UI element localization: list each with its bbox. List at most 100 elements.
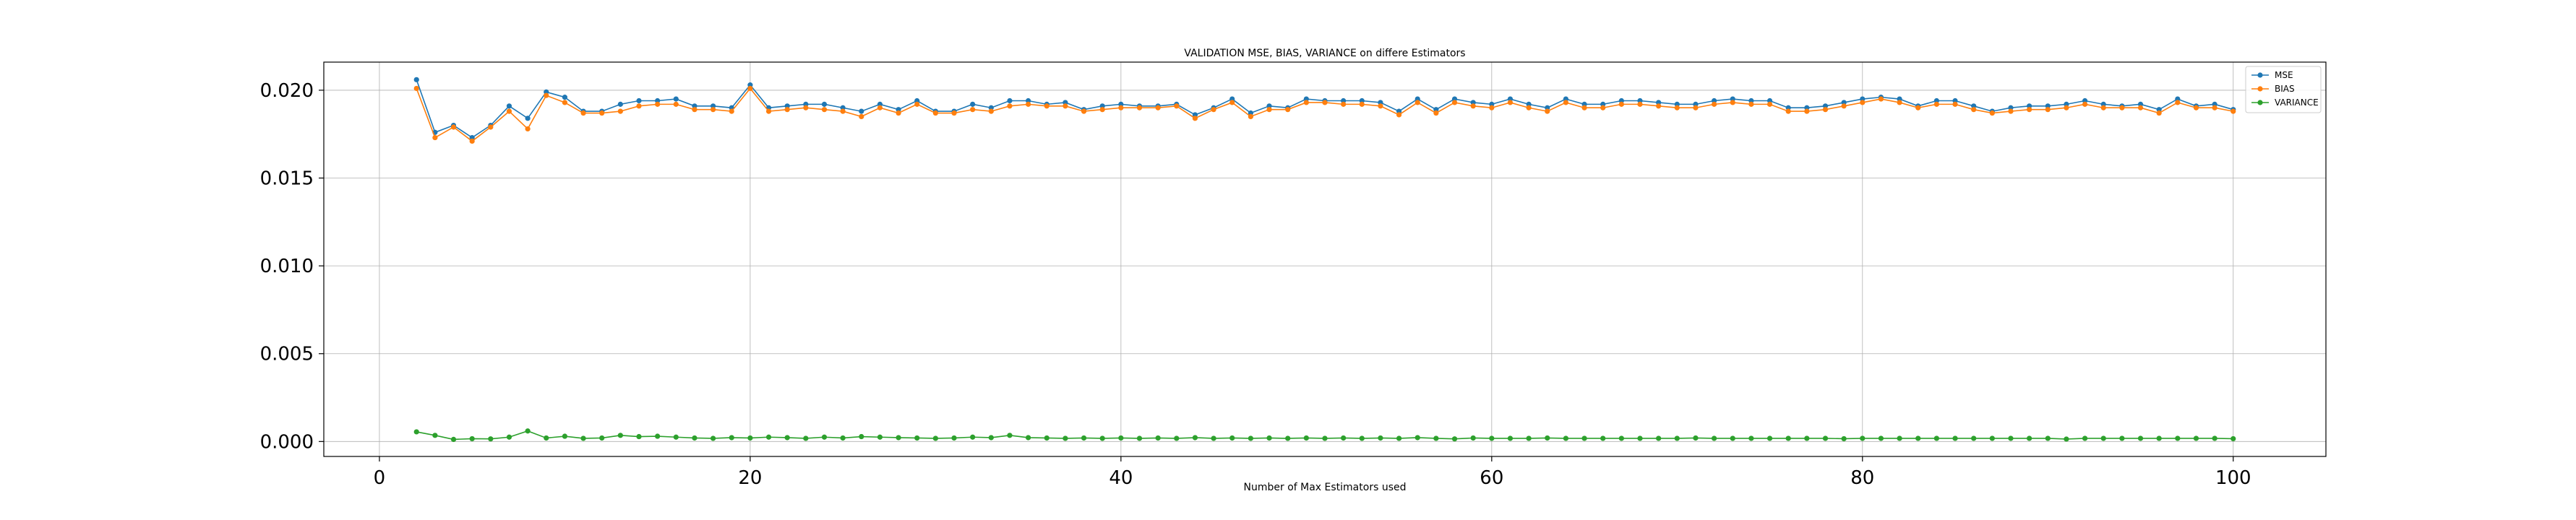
- data-point-bias: [1563, 100, 1569, 105]
- data-point-variance: [636, 433, 642, 440]
- series-variance: [413, 428, 2236, 443]
- data-point-bias: [1989, 110, 1995, 116]
- data-point-variance: [1971, 436, 1977, 441]
- data-point-bias: [413, 85, 419, 92]
- data-point-variance: [784, 435, 790, 441]
- data-point-bias: [1952, 101, 1958, 107]
- data-point-variance: [1229, 435, 1235, 441]
- legend-label-variance: VARIANCE: [2275, 98, 2319, 108]
- data-point-bias: [1470, 103, 1476, 109]
- data-point-bias: [840, 108, 846, 114]
- data-point-variance: [1526, 436, 1532, 441]
- data-point-bias: [914, 101, 920, 107]
- data-point-variance: [2064, 436, 2069, 442]
- data-point-mse: [636, 98, 642, 104]
- data-point-variance: [1470, 435, 1476, 441]
- data-point-variance: [1062, 436, 1068, 441]
- data-point-mse: [1007, 98, 1013, 104]
- data-point-bias: [1860, 100, 1866, 105]
- data-point-bias: [1136, 105, 1143, 110]
- data-point-variance: [506, 434, 512, 440]
- data-point-bias: [1062, 103, 1068, 109]
- data-point-bias: [636, 103, 642, 109]
- y-tick-label: 0.010: [260, 256, 314, 277]
- data-point-variance: [1026, 435, 1031, 441]
- data-point-variance: [617, 433, 623, 438]
- data-point-variance: [765, 434, 772, 440]
- data-point-bias: [1451, 100, 1458, 105]
- data-point-variance: [2119, 436, 2125, 441]
- data-point-variance: [2137, 436, 2144, 441]
- data-point-variance: [747, 435, 753, 441]
- data-point-variance: [1878, 436, 1884, 441]
- data-point-bias: [655, 101, 661, 107]
- data-point-bias: [1044, 103, 1049, 109]
- data-point-bias: [2175, 100, 2181, 105]
- data-point-bias: [1507, 100, 1514, 105]
- data-point-bias: [1600, 105, 1606, 110]
- data-point-variance: [1359, 436, 1365, 441]
- data-point-bias: [432, 134, 438, 141]
- data-point-bias: [729, 108, 734, 114]
- data-point-variance: [1433, 436, 1439, 441]
- data-point-variance: [469, 436, 475, 442]
- data-point-bias: [932, 110, 938, 116]
- data-point-bias: [1266, 107, 1272, 113]
- x-tick-label: 100: [2215, 467, 2251, 489]
- data-point-variance: [821, 434, 828, 440]
- data-point-bias: [1971, 107, 1977, 113]
- data-point-variance: [1860, 436, 1866, 441]
- data-point-variance: [544, 435, 549, 441]
- x-tick-label: 40: [1109, 467, 1133, 489]
- data-point-variance: [2045, 436, 2051, 441]
- series-layer: [413, 77, 2236, 443]
- data-point-variance: [655, 433, 661, 439]
- data-point-bias: [506, 108, 512, 114]
- data-point-bias: [1303, 100, 1309, 105]
- data-point-bias: [1211, 107, 1216, 113]
- data-point-variance: [1712, 436, 1717, 441]
- data-point-bias: [1822, 107, 1829, 113]
- data-point-variance: [1044, 435, 1049, 441]
- data-point-variance: [970, 434, 976, 440]
- data-point-bias: [469, 138, 475, 144]
- data-point-mse: [821, 101, 828, 107]
- data-point-bias: [710, 107, 716, 113]
- data-point-variance: [432, 433, 438, 438]
- data-point-bias: [1174, 103, 1180, 109]
- data-point-variance: [2008, 436, 2014, 441]
- data-point-bias: [2137, 105, 2144, 110]
- data-point-bias: [1618, 101, 1624, 107]
- data-point-bias: [1656, 103, 1662, 109]
- data-point-variance: [1099, 436, 1105, 441]
- data-point-bias: [1285, 107, 1291, 113]
- data-point-bias: [2193, 105, 2199, 110]
- data-point-bias: [1118, 105, 1124, 110]
- data-point-bias: [1730, 100, 1735, 105]
- legend-box: [2245, 66, 2322, 113]
- legend-marker-variance: [2257, 100, 2263, 105]
- y-tick-label: 0.015: [260, 168, 314, 190]
- legend-marker-mse: [2257, 72, 2263, 78]
- data-point-bias: [1637, 101, 1643, 107]
- data-point-variance: [1952, 436, 1958, 441]
- data-point-bias: [1433, 110, 1439, 116]
- data-point-variance: [1656, 436, 1662, 441]
- grid: [324, 62, 2326, 456]
- data-point-variance: [1248, 436, 1254, 441]
- data-point-variance: [729, 435, 734, 441]
- data-point-variance: [562, 433, 568, 439]
- data-point-variance: [896, 435, 901, 441]
- data-point-bias: [1526, 105, 1532, 110]
- data-point-bias: [1359, 101, 1365, 107]
- data-point-bias: [488, 124, 494, 130]
- x-tick-label: 0: [374, 467, 386, 489]
- data-point-bias: [1322, 100, 1328, 105]
- data-point-variance: [488, 436, 494, 442]
- data-point-mse: [859, 108, 864, 114]
- x-tick-label: 80: [1850, 467, 1874, 489]
- data-point-bias: [1489, 105, 1495, 110]
- chart-title: VALIDATION MSE, BIAS, VARIANCE on differ…: [1184, 48, 1465, 59]
- data-point-variance: [1766, 436, 1773, 441]
